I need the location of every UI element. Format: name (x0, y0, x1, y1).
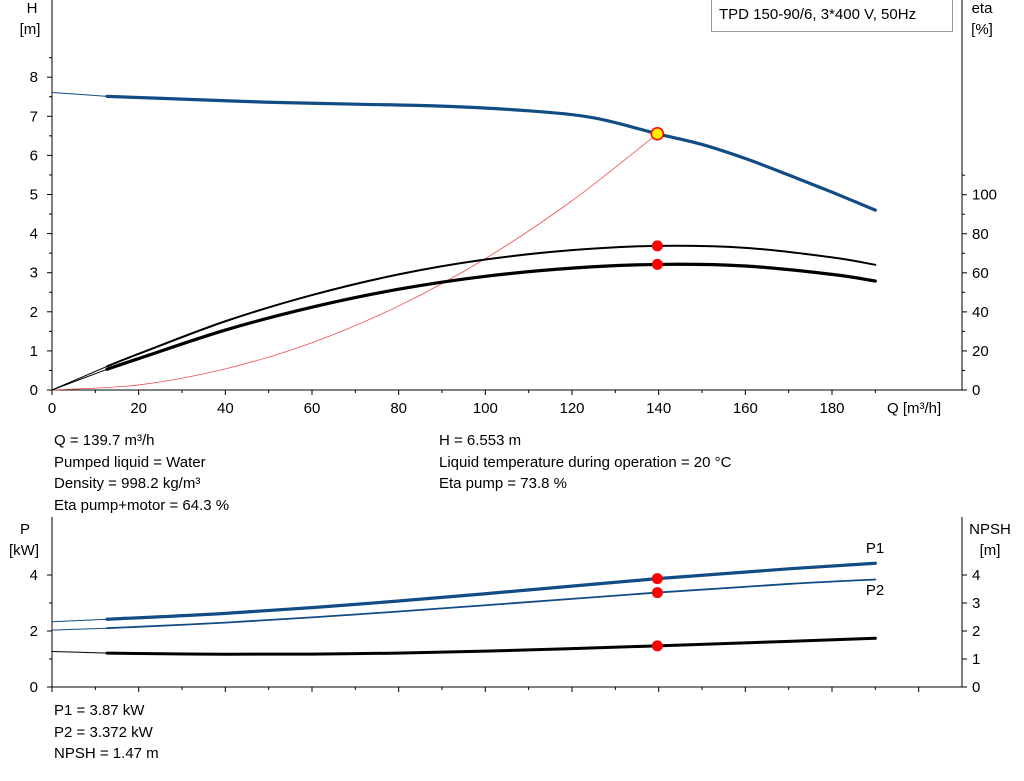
y-left-tick-label: 8 (30, 69, 38, 86)
y-right-axis-label: eta (972, 0, 994, 17)
x-tick-label: 120 (559, 400, 584, 417)
head-curve (105, 94, 877, 212)
x-tick-label: 80 (390, 400, 407, 417)
p-axis-label: P (20, 521, 30, 538)
y-right-tick-label: 0 (972, 382, 980, 399)
info-top-right: H = 6.553 m Liquid temperature during op… (439, 430, 731, 495)
npsh-tick-label: 3 (972, 595, 980, 612)
p-tick-label: 0 (30, 679, 38, 696)
npsh-tick-label: 0 (972, 679, 980, 696)
npsh-curve (105, 636, 877, 656)
npsh-tick-label: 4 (972, 567, 980, 584)
p-tick-label: 4 (30, 567, 38, 584)
info-p2: P2 = 3.372 kW (54, 723, 153, 741)
y-left-tick-label: 3 (30, 265, 38, 282)
p1-curve-extrapolation (51, 618, 108, 623)
x-tick-label: 180 (819, 400, 844, 417)
x-axis-label: Q [m³/h] (887, 400, 941, 417)
info-npsh: NPSH = 1.47 m (54, 745, 159, 762)
legend-box: TPD 150-90/6, 3*400 V, 50Hz (711, 0, 953, 32)
info-bottom: P1 = 3.87 kW P2 = 3.372 kW NPSH = 1.47 m (54, 700, 159, 765)
info-head: H = 6.553 m (439, 432, 522, 449)
y-right-axis-unit: [%] (971, 21, 993, 38)
info-temperature: Liquid temperature during operation = 20… (439, 453, 732, 471)
x-tick-label: 100 (473, 400, 498, 417)
x-tick-label: 0 (48, 400, 56, 417)
eta-marker-1 (651, 240, 663, 252)
y-left-axis-label: H (27, 0, 38, 17)
head-curve-extrapolation (51, 91, 108, 97)
eta-pump-curve (106, 244, 877, 368)
y-left-tick-label: 1 (30, 343, 38, 360)
info-liquid: Pumped liquid = Water (54, 453, 206, 471)
y-right-tick-label: 100 (972, 187, 997, 204)
power-marker-1 (651, 587, 663, 599)
power-marker-0 (651, 573, 663, 585)
npsh-tick-label: 1 (972, 651, 980, 668)
info-flow: Q = 139.7 m³/h (54, 432, 155, 449)
y-left-tick-label: 0 (30, 382, 38, 399)
y-right-tick-label: 80 (972, 226, 989, 243)
p-tick-label: 2 (30, 623, 38, 640)
x-tick-label: 140 (646, 400, 671, 417)
y-right-tick-label: 60 (972, 265, 989, 282)
info-top-left: Q = 139.7 m³/h Pumped liquid = Water Den… (54, 430, 229, 516)
npsh-curve-extrapolation (51, 650, 108, 654)
npsh-axis-label: NPSH (969, 521, 1011, 538)
x-tick-label: 40 (217, 400, 234, 417)
x-tick-label: 160 (733, 400, 758, 417)
npsh-tick-label: 2 (972, 623, 980, 640)
y-left-tick-label: 7 (30, 108, 38, 125)
y-left-tick-label: 6 (30, 147, 38, 164)
p2-curve (106, 578, 877, 630)
eta-pump-motor-curve-extrapolation (51, 368, 108, 391)
eta-marker-2 (651, 258, 663, 270)
info-eta-pump-motor: Eta pump+motor = 64.3 % (54, 496, 230, 514)
p1-series-label: P1 (866, 540, 884, 557)
eta-pump-motor-curve (105, 262, 877, 371)
x-tick-label: 60 (304, 400, 321, 417)
y-left-tick-label: 4 (30, 226, 38, 243)
system-curve (51, 133, 658, 391)
y-right-tick-label: 40 (972, 304, 989, 321)
duty-point-marker (650, 127, 665, 141)
p2-curve-extrapolation (51, 627, 108, 631)
y-left-tick-label: 5 (30, 187, 38, 204)
npsh-axis-unit: [m] (980, 542, 1001, 559)
y-right-tick-label: 20 (972, 343, 989, 360)
p1-curve (105, 561, 877, 621)
power-marker-2 (651, 640, 663, 652)
y-left-axis-unit: [m] (20, 21, 41, 38)
y-left-tick-label: 2 (30, 304, 38, 321)
info-eta-pump: Eta pump = 73.8 % (439, 475, 567, 492)
p-axis-unit: [kW] (9, 542, 39, 559)
info-p1: P1 = 3.87 kW (54, 702, 145, 719)
p2-series-label: P2 (866, 582, 884, 599)
info-density: Density = 998.2 kg/m³ (54, 475, 201, 492)
x-tick-label: 20 (130, 400, 147, 417)
